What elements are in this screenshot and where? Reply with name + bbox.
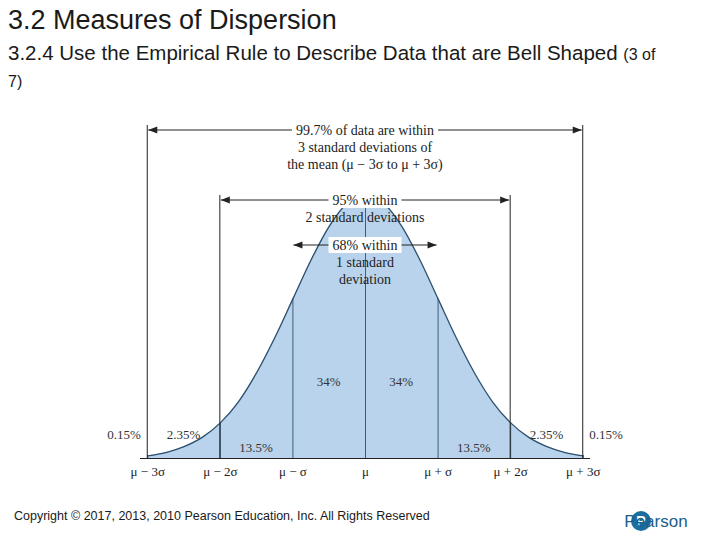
svg-text:2 standard deviations: 2 standard deviations <box>306 210 425 225</box>
svg-text:deviation: deviation <box>339 272 391 287</box>
html-text:3.2.4 Use the Empirical Rule t: 3.2.4 Use the Empirical Rule to Describe… <box>8 41 656 90</box>
svg-text:0.15%: 0.15% <box>107 427 141 442</box>
html-text:Copyright © 2017, 2013, 2010 P: Copyright © 2017, 2013, 2010 Pearson Edu… <box>14 509 430 523</box>
svg-text:34%: 34% <box>389 374 413 389</box>
svg-text:μ − 3σ: μ − 3σ <box>131 464 165 479</box>
svg-text:2.35%: 2.35% <box>167 427 201 442</box>
svg-text:99.7% of data are within: 99.7% of data are within <box>296 123 434 138</box>
svg-text:μ + 3σ: μ + 3σ <box>566 464 600 479</box>
svg-text:μ − σ: μ − σ <box>279 464 307 479</box>
svg-text:34%: 34% <box>317 374 341 389</box>
svg-text:3 standard deviations of: 3 standard deviations of <box>298 140 432 155</box>
html-text:3.2 Measures of Dispersion: 3.2 Measures of Dispersion <box>8 5 337 35</box>
svg-text:μ + 2σ: μ + 2σ <box>494 464 528 479</box>
svg-text:the mean (μ − 3σ to μ + 3σ): the mean (μ − 3σ to μ + 3σ) <box>287 157 443 173</box>
svg-text:95% within: 95% within <box>333 193 398 208</box>
svg-text:1 standard: 1 standard <box>336 255 394 270</box>
svg-text:μ − 2σ: μ − 2σ <box>203 464 237 479</box>
svg-text:0.15%: 0.15% <box>589 427 623 442</box>
svg-text:68% within: 68% within <box>333 238 398 253</box>
svg-text:μ: μ <box>362 464 369 479</box>
svg-text:13.5%: 13.5% <box>239 440 273 455</box>
svg-text:13.5%: 13.5% <box>457 440 491 455</box>
svg-text:Pearson: Pearson <box>624 512 687 531</box>
svg-text:2.35%: 2.35% <box>530 427 564 442</box>
svg-text:μ + σ: μ + σ <box>424 464 452 479</box>
